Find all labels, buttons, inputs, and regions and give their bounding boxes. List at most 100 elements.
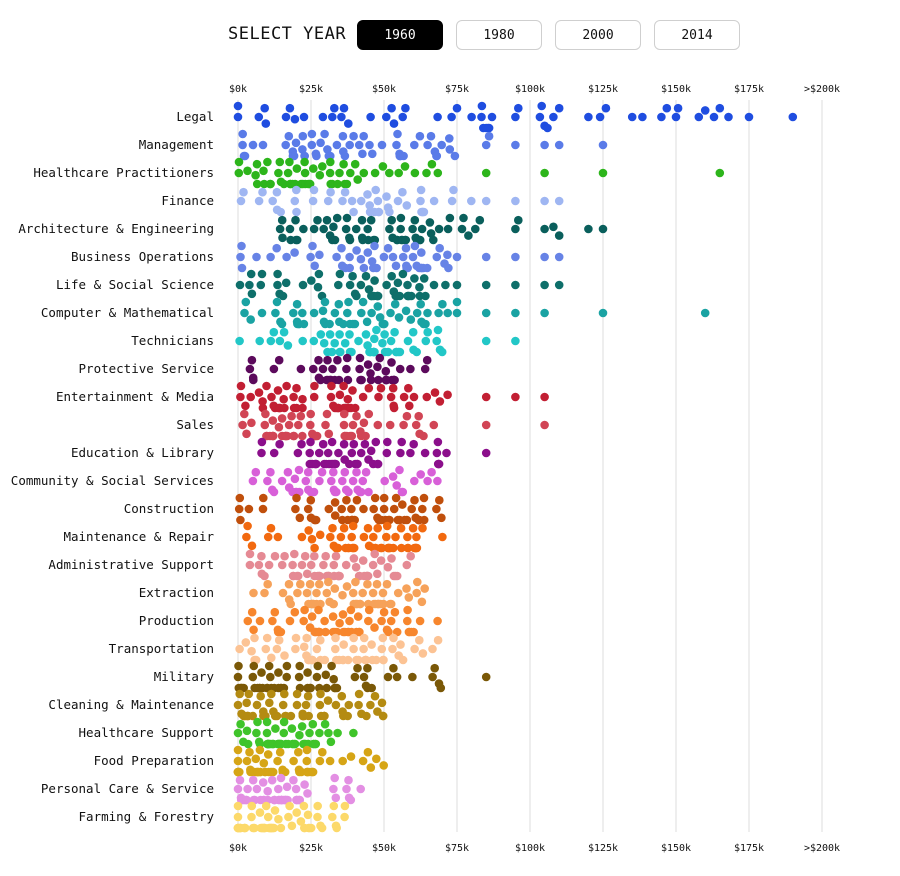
dot-12-43 xyxy=(383,437,392,447)
dot-25-0 xyxy=(233,812,243,822)
dot-24-59 xyxy=(356,784,366,794)
dot-21-27 xyxy=(292,700,302,710)
dot-3-45 xyxy=(481,196,491,206)
dot-13-42 xyxy=(395,465,404,475)
dot-6-22 xyxy=(356,280,366,290)
dot-1-12 xyxy=(298,145,307,154)
dot-17-28 xyxy=(342,582,352,591)
dot-0-44 xyxy=(638,112,647,122)
dot-17-29 xyxy=(348,588,358,598)
year-button-2000[interactable]: 2000 xyxy=(555,20,641,50)
dot-19-51 xyxy=(389,633,398,643)
dot-18-12 xyxy=(300,605,309,615)
dot-18-8 xyxy=(276,627,286,637)
dot-15-56 xyxy=(412,532,421,542)
dot-20-31 xyxy=(303,668,312,677)
dot-14-57 xyxy=(432,504,441,514)
dot-12-5 xyxy=(297,439,306,449)
dot-8-3 xyxy=(269,327,279,337)
category-dots-15 xyxy=(242,521,447,553)
dot-19-43 xyxy=(367,640,376,649)
category-dots-19 xyxy=(235,633,443,665)
dot-11-59 xyxy=(429,420,439,430)
dot-23-43 xyxy=(302,745,312,755)
dot-5-9 xyxy=(308,241,317,251)
dot-8-19 xyxy=(345,330,354,339)
dot-18-11 xyxy=(299,616,309,626)
dot-12-26 xyxy=(339,439,349,449)
dot-18-41 xyxy=(355,627,364,637)
dot-0-8 xyxy=(299,112,309,122)
dot-8-23 xyxy=(361,330,371,339)
dot-24-29 xyxy=(276,773,286,783)
dot-22-5 xyxy=(252,728,261,738)
dot-5-27 xyxy=(383,243,393,253)
dot-7-57 xyxy=(540,308,549,318)
dot-8-32 xyxy=(370,334,379,344)
dot-5-39 xyxy=(417,248,426,257)
dot-24-50 xyxy=(300,780,309,789)
category-label-12: Education & Library xyxy=(71,445,214,460)
dot-15-6 xyxy=(297,532,307,542)
dot-4-18 xyxy=(341,224,351,234)
dot-9-35 xyxy=(381,366,391,376)
dot-14-59 xyxy=(437,513,446,523)
dot-11-53 xyxy=(399,420,408,430)
dot-19-37 xyxy=(354,655,363,665)
dot-6-16 xyxy=(334,280,343,290)
category-dots-17 xyxy=(249,577,430,609)
dot-14-0 xyxy=(234,504,244,514)
year-button-2014[interactable]: 2014 xyxy=(654,20,740,50)
dot-16-3 xyxy=(257,551,266,561)
dot-15-16 xyxy=(333,543,343,553)
dot-8-34 xyxy=(372,325,381,335)
dot-12-8 xyxy=(306,437,315,447)
dot-13-22 xyxy=(327,476,336,486)
dot-24-42 xyxy=(289,775,298,785)
dot-16-2 xyxy=(254,560,264,570)
dot-18-57 xyxy=(409,627,418,637)
category-label-8: Technicians xyxy=(131,333,214,348)
dot-6-31 xyxy=(373,291,383,301)
top-tick-label-2: $50k xyxy=(372,84,396,95)
dot-11-36 xyxy=(324,429,334,439)
dot-7-1 xyxy=(241,297,251,307)
dot-25-53 xyxy=(317,823,327,833)
dot-24-56 xyxy=(344,775,353,785)
dot-14-36 xyxy=(379,493,389,503)
dot-10-54 xyxy=(405,401,414,411)
dot-8-7 xyxy=(298,336,308,346)
dot-22-41 xyxy=(297,722,307,731)
dot-16-31 xyxy=(329,560,339,570)
dot-2-8 xyxy=(263,157,272,167)
dot-13-36 xyxy=(358,476,368,486)
dot-3-14 xyxy=(326,187,335,197)
dot-4-1 xyxy=(277,215,287,225)
year-button-1960[interactable]: 1960 xyxy=(357,20,443,50)
dot-14-54 xyxy=(418,504,427,514)
dot-24-40 xyxy=(282,782,292,792)
dot-3-11 xyxy=(308,196,318,206)
dot-12-14 xyxy=(318,439,328,449)
dot-11-24 xyxy=(294,420,303,430)
dot-3-32 xyxy=(393,196,403,206)
dot-2-47 xyxy=(378,162,388,171)
dot-3-17 xyxy=(347,196,357,206)
dot-0-37 xyxy=(543,123,552,133)
year-button-1980[interactable]: 1980 xyxy=(456,20,542,50)
dot-1-31 xyxy=(354,140,364,150)
dot-20-27 xyxy=(282,661,292,671)
dot-0-48 xyxy=(673,103,683,113)
dot-11-10 xyxy=(268,416,278,425)
dot-5-3 xyxy=(252,252,261,262)
dot-21-6 xyxy=(242,698,251,708)
dot-10-47 xyxy=(376,383,386,393)
dot-7-17 xyxy=(318,306,328,316)
dot-2-15 xyxy=(283,168,293,178)
dot-21-59 xyxy=(378,711,388,721)
dot-25-36 xyxy=(274,814,283,824)
dot-23-52 xyxy=(325,756,335,766)
dot-21-10 xyxy=(244,689,254,699)
dot-18-42 xyxy=(364,616,373,626)
dot-3-1 xyxy=(239,187,248,197)
